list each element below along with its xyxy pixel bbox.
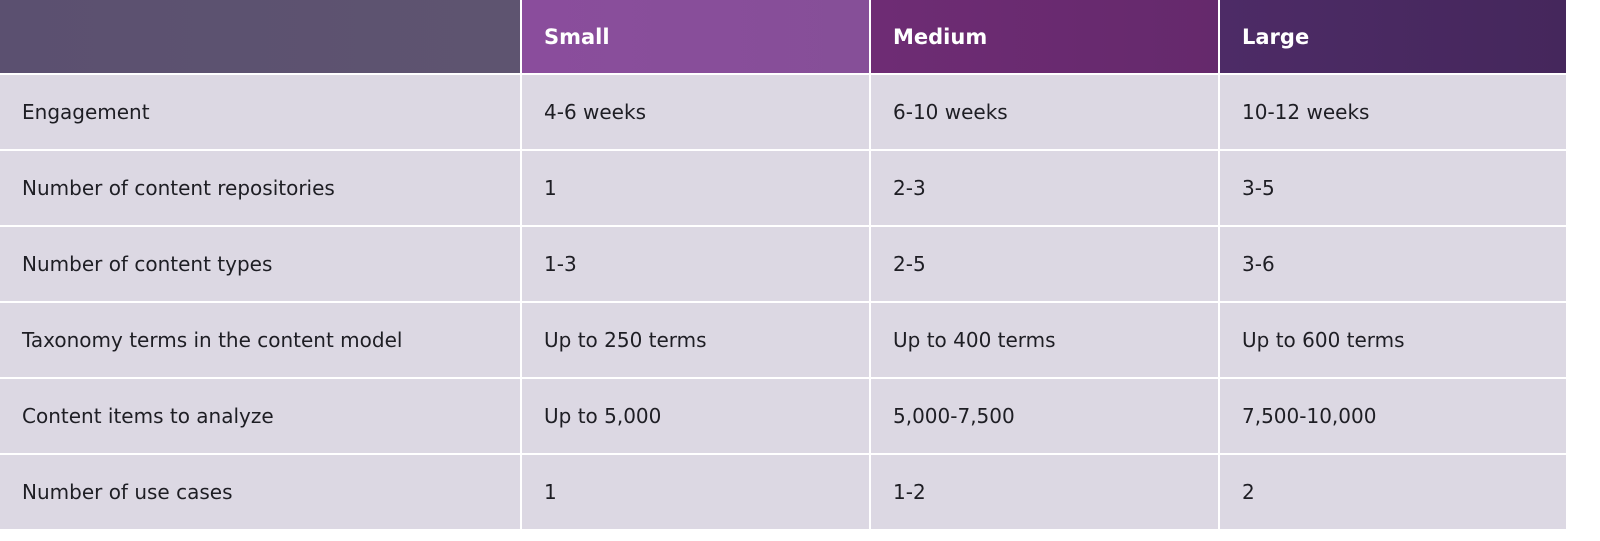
header-corner [0, 0, 522, 75]
pricing-table: Small Medium Large Engagement 4-6 weeks 6-10 … [0, 0, 1568, 531]
row-label: Number of content repositories [0, 151, 522, 227]
row-label: Content items to analyze [0, 379, 522, 455]
table-cell: 2 [1220, 455, 1568, 531]
row-label: Taxonomy terms in the content model [0, 303, 522, 379]
table-cell: 10-12 weeks [1220, 75, 1568, 151]
column-header: Small [522, 0, 871, 75]
table-cell: 2-5 [871, 227, 1220, 303]
table-cell: 6-10 weeks [871, 75, 1220, 151]
column-header: Large [1220, 0, 1568, 75]
table-cell: Up to 400 terms [871, 303, 1220, 379]
table-cell: 3-6 [1220, 227, 1568, 303]
row-label: Engagement [0, 75, 522, 151]
table-cell: 1 [522, 455, 871, 531]
table-cell: 5,000-7,500 [871, 379, 1220, 455]
table-cell: Up to 600 terms [1220, 303, 1568, 379]
row-label: Number of content types [0, 227, 522, 303]
table-cell: 2-3 [871, 151, 1220, 227]
table-cell: Up to 5,000 [522, 379, 871, 455]
table-cell: Up to 250 terms [522, 303, 871, 379]
column-header: Medium [871, 0, 1220, 75]
table-cell: 4-6 weeks [522, 75, 871, 151]
table-cell: 1-2 [871, 455, 1220, 531]
row-label: Number of use cases [0, 455, 522, 531]
table-cell: 3-5 [1220, 151, 1568, 227]
table-cell: 1-3 [522, 227, 871, 303]
table-cell: 7,500-10,000 [1220, 379, 1568, 455]
table-cell: 1 [522, 151, 871, 227]
